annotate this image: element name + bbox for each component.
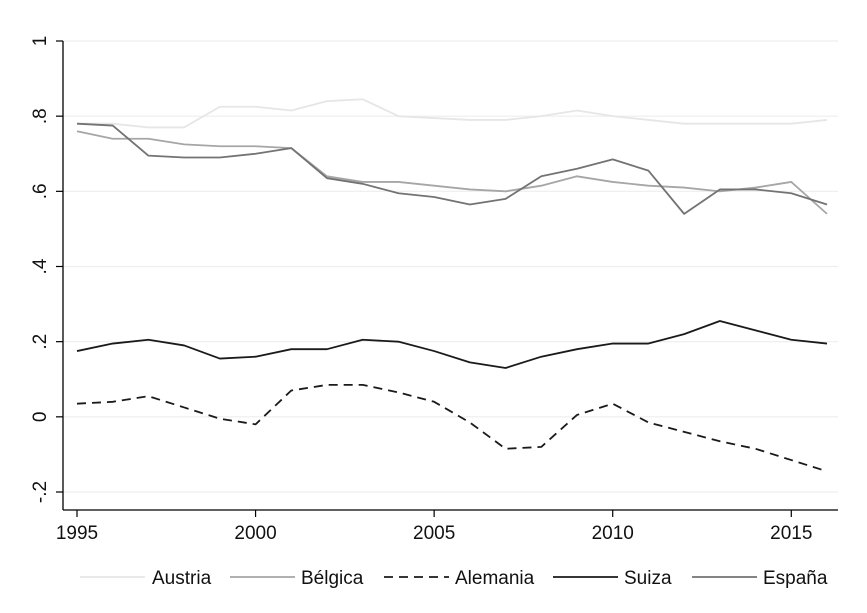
gridlines (63, 40, 838, 493)
y-tick-label: -.2 (30, 481, 51, 503)
series-line-4 (76, 122, 828, 215)
legend-label: España (763, 568, 828, 589)
axes: -.2 0 .2 .4 .6 .8 1 1995 2000 2005 2010 2015 (30, 36, 838, 544)
legend: Austria Bélgica Alemania Suiza España (80, 568, 828, 589)
series-lines (76, 98, 828, 473)
legend-label: Suiza (624, 568, 672, 589)
x-tick-label: 1995 (56, 523, 98, 544)
y-tick-label: .4 (30, 258, 51, 274)
legend-label: Alemania (455, 568, 535, 589)
y-tick-label: 1 (30, 36, 51, 47)
x-tick-label: 2015 (770, 523, 812, 544)
y-tick-label: .2 (30, 334, 51, 350)
series-line-0 (77, 98, 828, 129)
legend-label: Bélgica (301, 568, 364, 589)
legend-label: Austria (152, 568, 212, 589)
y-tick-label: .6 (30, 183, 51, 199)
series-line-2 (76, 383, 828, 473)
x-tick-label: 2010 (592, 523, 634, 544)
series-line-3 (76, 320, 828, 369)
x-tick-label: 2005 (413, 523, 455, 544)
series-line-1 (76, 130, 828, 215)
y-tick-label: 0 (30, 412, 51, 423)
y-tick-label: .8 (30, 108, 51, 124)
x-tick-label: 2000 (234, 523, 276, 544)
